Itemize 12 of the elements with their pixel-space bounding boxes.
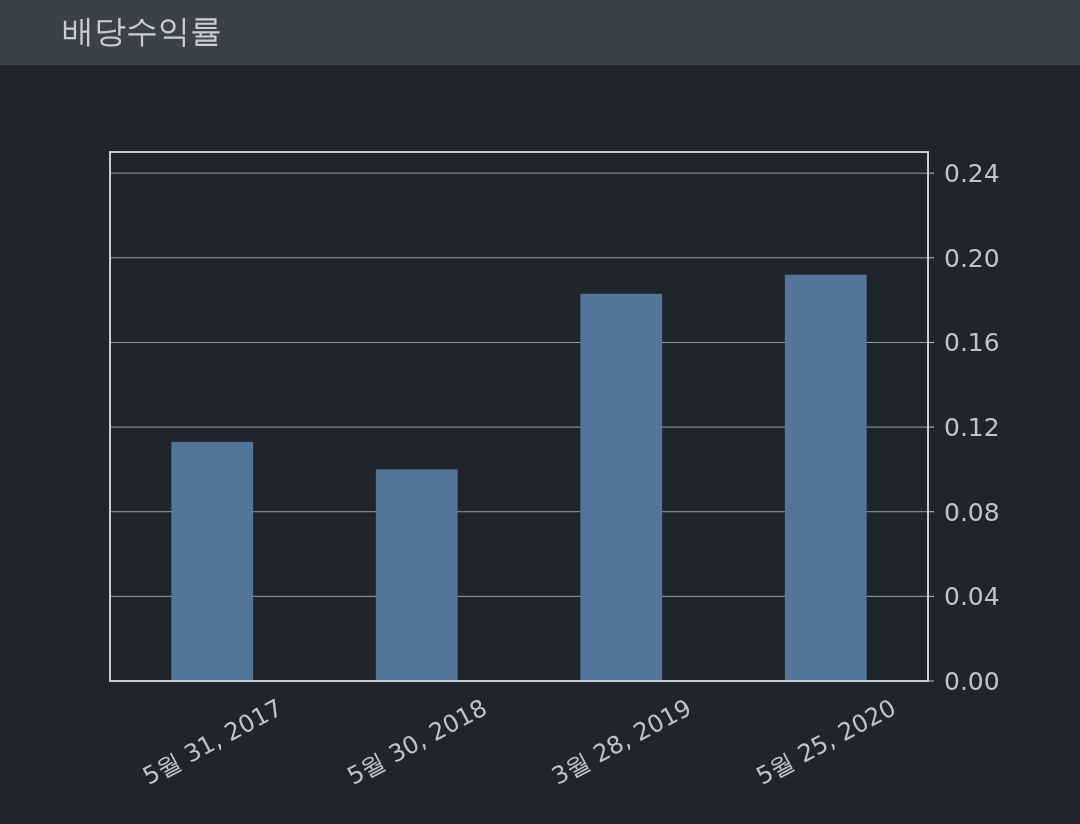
y-tick-label: 0.12	[944, 413, 1000, 443]
chart-title: 배당수익률	[62, 12, 222, 50]
bar	[580, 293, 663, 681]
y-tick-label: 0.24	[944, 159, 1000, 189]
y-tick-label: 0.04	[944, 582, 1000, 612]
bar	[784, 274, 867, 681]
y-tick-label: 0.00	[944, 667, 1000, 696]
bar	[375, 469, 458, 681]
y-tick-label: 0.08	[944, 497, 1000, 527]
y-tick-label: 0.20	[944, 243, 1000, 273]
bar	[171, 441, 254, 681]
y-tick-label: 0.16	[944, 328, 1000, 358]
